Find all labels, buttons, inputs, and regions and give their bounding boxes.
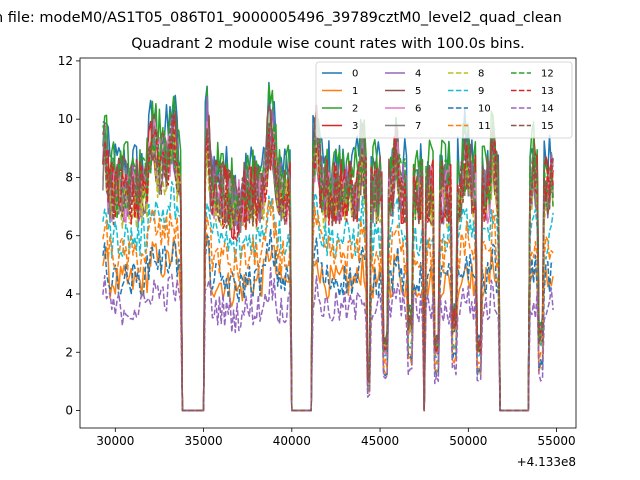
series-line-15 xyxy=(102,108,554,412)
y-tick-label: 8 xyxy=(65,170,73,184)
legend-label-3: 3 xyxy=(352,121,358,132)
legend-label-5: 5 xyxy=(415,86,421,97)
legend-label-1: 1 xyxy=(352,86,358,97)
legend-label-4: 4 xyxy=(415,69,421,80)
legend-label-0: 0 xyxy=(352,69,358,80)
chart-title: Quadrant 2 module wise count rates with … xyxy=(131,36,525,52)
x-tick-label: 55000 xyxy=(537,434,575,448)
legend-label-9: 9 xyxy=(478,86,484,97)
y-tick-label: 6 xyxy=(65,229,73,243)
y-axis: 0 2 4 6 8 10 12 xyxy=(58,54,80,418)
legend-label-12: 12 xyxy=(541,69,554,80)
x-tick-label: 30000 xyxy=(96,434,134,448)
y-tick-label: 2 xyxy=(65,345,73,359)
series-line-11 xyxy=(102,199,554,412)
figure-suptitle: n file: modeM0/AS1T05_086T01_9000005496_… xyxy=(0,10,562,26)
x-tick-label: 40000 xyxy=(273,434,311,448)
legend-label-14: 14 xyxy=(541,104,554,115)
legend-label-2: 2 xyxy=(352,104,358,115)
x-tick-label: 35000 xyxy=(184,434,222,448)
series-line-9 xyxy=(102,181,554,412)
x-axis-offset-label: +4.133e8 xyxy=(517,455,576,469)
legend-label-6: 6 xyxy=(415,104,421,115)
legend-label-13: 13 xyxy=(541,86,554,97)
legend-label-10: 10 xyxy=(478,104,491,115)
series-line-1 xyxy=(102,233,554,412)
series-group xyxy=(102,81,554,412)
y-tick-label: 0 xyxy=(65,404,73,418)
series-line-14 xyxy=(102,266,554,412)
plot-frame xyxy=(79,57,577,429)
x-tick-label: 50000 xyxy=(449,434,487,448)
x-tick-label: 45000 xyxy=(361,434,399,448)
y-tick-label: 12 xyxy=(58,54,73,68)
y-tick-label: 10 xyxy=(58,112,73,126)
legend-label-11: 11 xyxy=(478,121,491,132)
x-axis: 30000 35000 40000 45000 50000 55000 xyxy=(96,428,576,448)
legend-label-7: 7 xyxy=(415,121,421,132)
series-line-13 xyxy=(102,114,554,412)
legend-label-15: 15 xyxy=(541,121,554,132)
y-tick-label: 4 xyxy=(65,287,73,301)
legend-box xyxy=(315,61,573,139)
series-line-10 xyxy=(102,228,554,412)
legend-label-8: 8 xyxy=(478,69,484,80)
